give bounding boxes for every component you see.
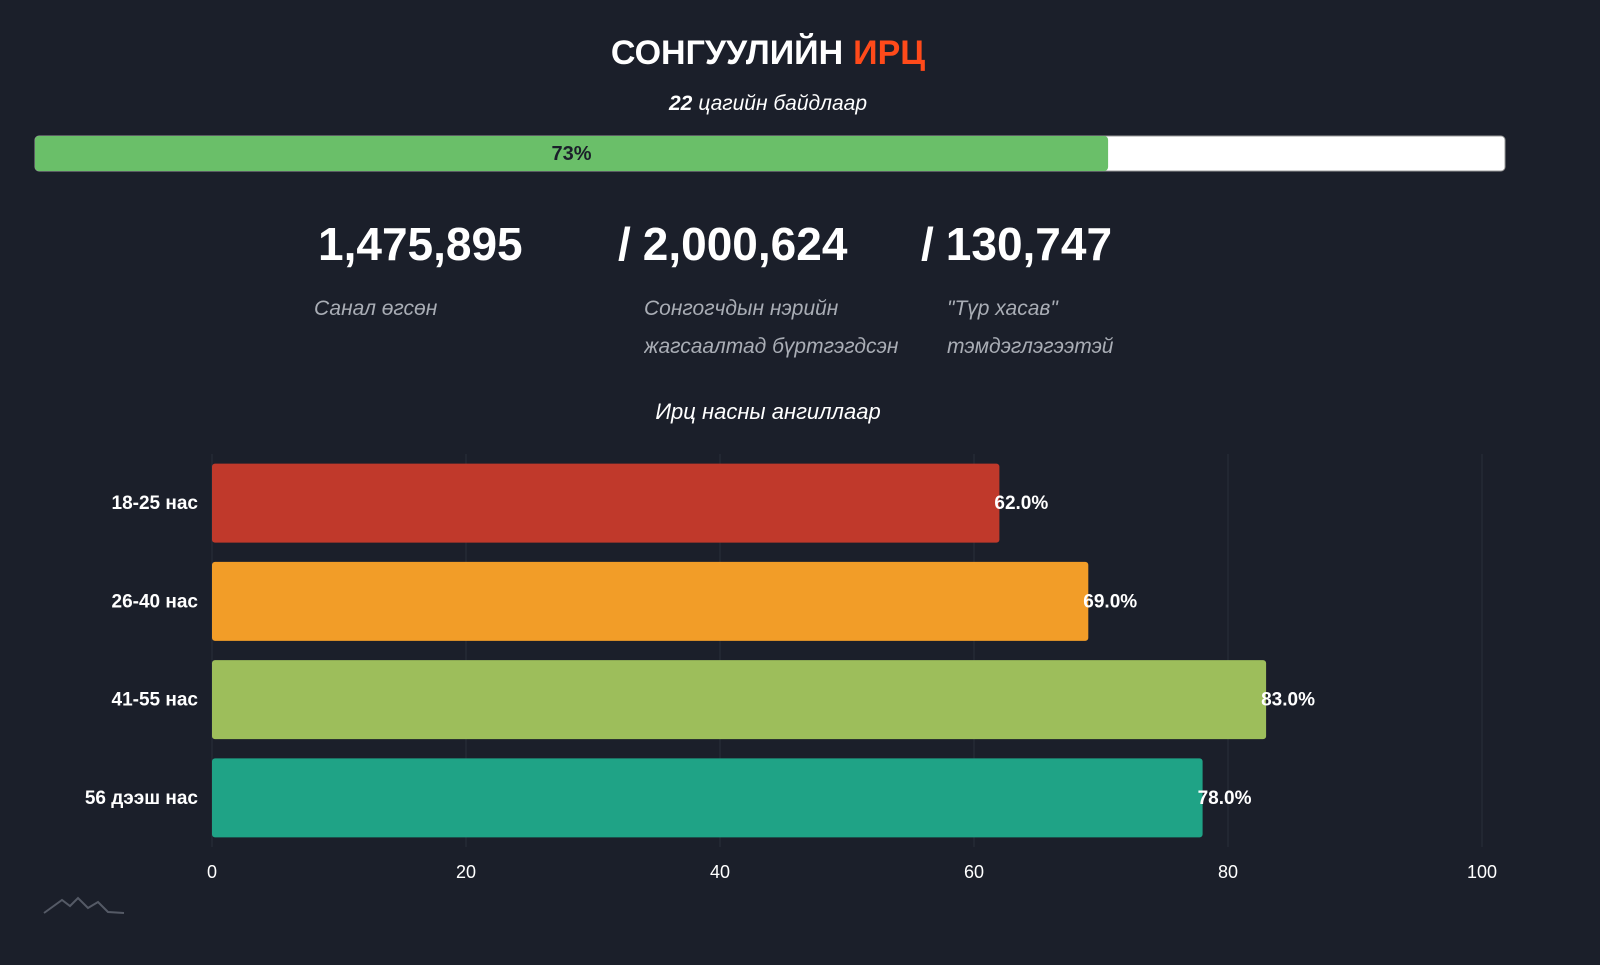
x-tick-label: 20: [456, 862, 476, 882]
stat-number: /2,000,624: [618, 218, 848, 270]
stat-number: /130,747: [921, 218, 1112, 270]
stat-caption: "Түр хасав" тэмдэглэгээтэй: [947, 297, 1114, 358]
progress-label: 73%: [552, 143, 592, 165]
title-main: СОНГУУЛИЙН: [611, 33, 843, 72]
y-tick-label: 56 дээш нас: [85, 788, 199, 809]
stat-number: 1,475,895: [318, 218, 523, 270]
value-label: 78.0%: [1198, 788, 1252, 809]
stat-value: 130,747: [946, 218, 1112, 270]
bar: [212, 660, 1267, 740]
subtitle-text: цагийн байдлаар: [698, 92, 867, 115]
stat-value: 1,475,895: [318, 218, 523, 270]
title: СОНГУУЛИЙН ИРЦ: [611, 33, 925, 72]
value-label: 69.0%: [1083, 591, 1137, 612]
chart-title: Ирц насны ангиллаар: [655, 399, 880, 424]
subtitle-hour: 22: [668, 92, 693, 115]
logo: [43, 896, 125, 914]
x-tick-label: 0: [207, 862, 217, 882]
stat-separator: /: [618, 218, 631, 270]
value-label: 83.0%: [1261, 690, 1315, 711]
y-tick-label: 26-40 нас: [112, 591, 199, 612]
stat-caption-box: "Түр хасав" тэмдэглэгээтэй: [947, 297, 1114, 358]
bar: [212, 758, 1203, 838]
x-tick-label: 80: [1218, 862, 1238, 882]
title-accent: ИРЦ: [853, 34, 925, 72]
subtitle: 22 цагийн байдлаар: [668, 92, 867, 115]
x-tick-label: 60: [964, 862, 984, 882]
x-tick-label: 40: [710, 862, 730, 882]
progress-fill: [35, 136, 1109, 171]
stat-value: 2,000,624: [643, 218, 848, 270]
stat-caption-box: Санал өгсөн: [314, 297, 438, 320]
stat-caption: Санал өгсөн: [314, 297, 438, 320]
stat-caption: Сонгогчдын нэрийн жагсаалтад бүртгэгдсэн: [644, 297, 899, 358]
stat-separator: /: [921, 218, 934, 270]
bar: [212, 561, 1089, 641]
value-label: 62.0%: [994, 493, 1048, 514]
x-tick-label: 100: [1467, 862, 1497, 882]
stat-caption-box: Сонгогчдын нэрийн жагсаалтад бүртгэгдсэн: [644, 297, 899, 358]
y-tick-label: 18-25 нас: [112, 493, 199, 514]
bar: [212, 463, 1000, 543]
y-tick-label: 41-55 нас: [112, 690, 199, 711]
